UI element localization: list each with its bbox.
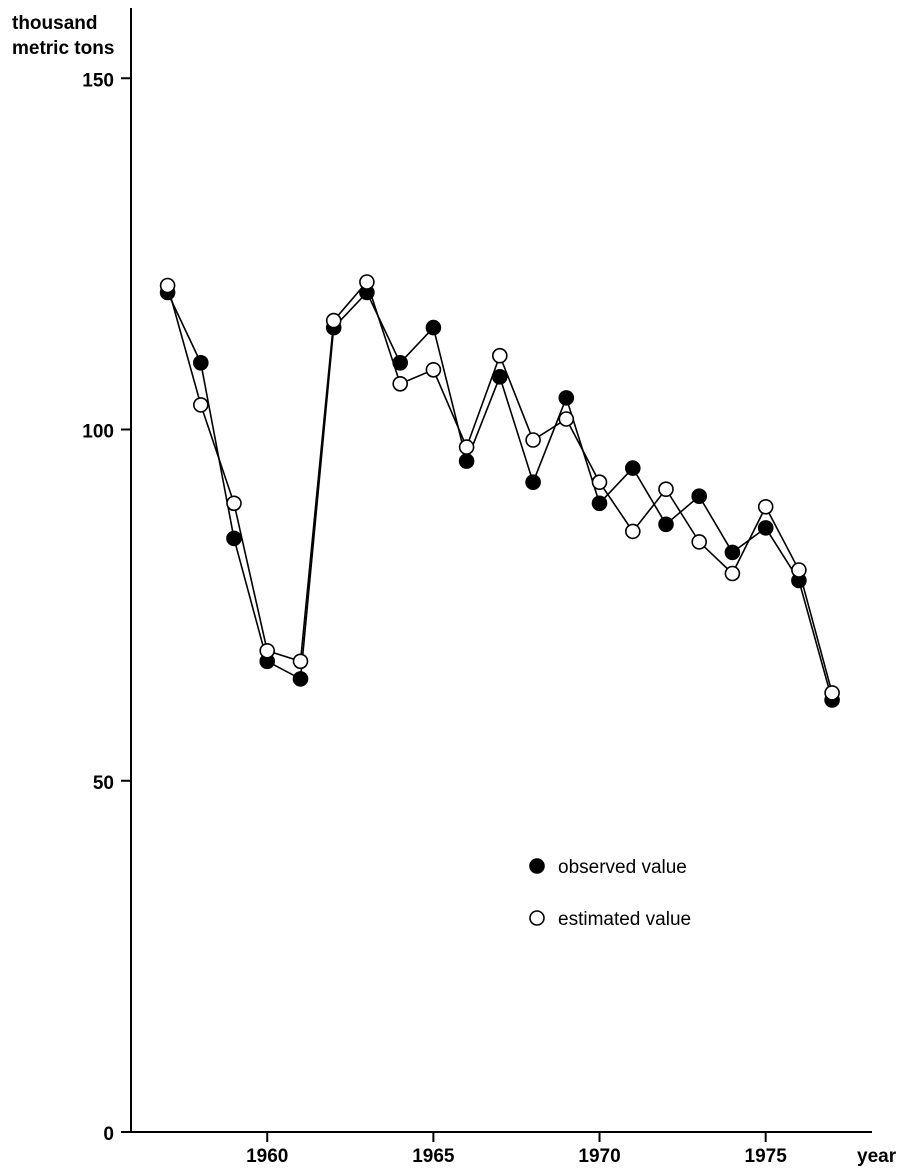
point-estimated-value-1970 bbox=[591, 474, 608, 491]
point-observed-value-1968 bbox=[525, 474, 541, 491]
point-estimated-value-1968 bbox=[525, 432, 541, 448]
point-observed-value-1964 bbox=[392, 354, 409, 371]
point-estimated-value-1964 bbox=[392, 375, 409, 392]
legend-marker-estimated-value bbox=[529, 910, 545, 926]
point-estimated-value-1961 bbox=[292, 653, 309, 670]
point-observed-value-1970 bbox=[591, 495, 608, 512]
x-tick-label-1965: 1965 bbox=[412, 1146, 455, 1167]
point-observed-value-1967 bbox=[491, 368, 508, 385]
point-observed-value-1966 bbox=[458, 453, 475, 469]
point-observed-value-1974 bbox=[724, 544, 741, 561]
point-observed-value-1972 bbox=[658, 516, 674, 533]
point-estimated-value-1963 bbox=[359, 274, 375, 290]
point-estimated-value-1965 bbox=[425, 361, 442, 378]
x-tick-label-1975: 1975 bbox=[745, 1146, 788, 1167]
point-observed-value-1959 bbox=[226, 530, 242, 547]
point-estimated-value-1962 bbox=[325, 312, 342, 329]
point-estimated-value-1960 bbox=[259, 642, 276, 659]
y-tick-label-0: 0 bbox=[103, 1124, 114, 1145]
point-estimated-value-1974 bbox=[724, 565, 741, 582]
point-estimated-value-1975 bbox=[757, 498, 774, 515]
point-estimated-value-1959 bbox=[226, 495, 242, 512]
point-estimated-value-1972 bbox=[658, 481, 674, 498]
y-tick-label-100: 100 bbox=[82, 422, 114, 443]
x-tick-label-1970: 1970 bbox=[578, 1146, 620, 1167]
point-observed-value-1958 bbox=[193, 354, 209, 371]
legend-label-observed-value: observed value bbox=[558, 857, 687, 878]
point-observed-value-1961 bbox=[292, 671, 309, 687]
point-estimated-value-1957 bbox=[159, 277, 176, 294]
point-observed-value-1969 bbox=[558, 390, 575, 406]
point-observed-value-1971 bbox=[624, 460, 641, 476]
point-estimated-value-1973 bbox=[691, 534, 708, 550]
legend: observed value estimated value bbox=[529, 857, 691, 930]
point-estimated-value-1969 bbox=[558, 411, 575, 427]
point-estimated-value-1971 bbox=[624, 523, 641, 540]
plot-area bbox=[159, 274, 840, 708]
point-observed-value-1975 bbox=[757, 520, 774, 536]
point-estimated-value-1958 bbox=[193, 397, 209, 413]
y-axis-label-line-1: thousand bbox=[12, 13, 98, 34]
x-axis-ticks: 1960 1965 1970 1975 bbox=[246, 1132, 787, 1167]
y-tick-label-50: 50 bbox=[93, 773, 114, 794]
series-line-estimated-value bbox=[166, 280, 833, 694]
y-tick-label-150: 150 bbox=[82, 70, 114, 91]
point-estimated-value-1967 bbox=[491, 347, 508, 364]
legend-label-estimated-value: estimated value bbox=[558, 909, 691, 930]
x-axis-label: year bbox=[857, 1146, 897, 1167]
y-axis-label-line-2: metric tons bbox=[12, 38, 114, 59]
point-estimated-value-1977 bbox=[824, 685, 840, 701]
point-estimated-value-1966 bbox=[458, 439, 475, 455]
point-observed-value-1965 bbox=[425, 319, 442, 336]
point-observed-value-1973 bbox=[691, 488, 708, 505]
y-axis-ticks: 0 50 100 150 bbox=[82, 70, 131, 1145]
x-tick-label-1960: 1960 bbox=[246, 1146, 288, 1167]
point-estimated-value-1976 bbox=[791, 562, 807, 578]
legend-marker-observed-value bbox=[529, 858, 545, 874]
